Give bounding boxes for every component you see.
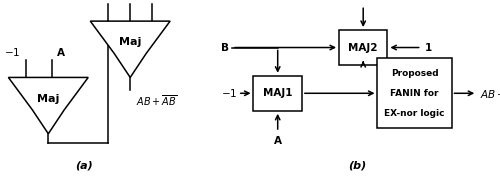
Bar [254, 76, 302, 111]
Text: 1: 1 [424, 43, 432, 52]
Text: 1: 1 [126, 0, 134, 2]
Bar [339, 30, 388, 65]
Polygon shape [90, 21, 170, 77]
Polygon shape [8, 77, 88, 134]
Text: (a): (a) [75, 161, 93, 171]
Text: 1: 1 [360, 0, 367, 2]
Text: B: B [104, 0, 112, 2]
Text: Proposed: Proposed [390, 69, 438, 78]
Text: EX-nor logic: EX-nor logic [384, 109, 445, 118]
Text: $-1$: $-1$ [220, 87, 237, 99]
Text: Maj: Maj [37, 94, 60, 103]
Text: A: A [274, 136, 281, 146]
Text: MAJ2: MAJ2 [348, 43, 378, 52]
Text: B: B [220, 43, 228, 52]
Text: Maj: Maj [119, 37, 142, 47]
Text: $AB+\overline{A}\overline{B}$: $AB+\overline{A}\overline{B}$ [480, 86, 500, 101]
Text: FANIN for: FANIN for [390, 89, 439, 98]
Text: $AB+\overline{AB}$: $AB+\overline{AB}$ [136, 93, 177, 108]
Bar [378, 58, 452, 128]
Text: MAJ1: MAJ1 [263, 88, 292, 98]
Text: (b): (b) [348, 161, 366, 171]
Text: 1: 1 [148, 0, 156, 2]
Text: $-1$: $-1$ [4, 46, 20, 58]
Text: A: A [56, 48, 64, 58]
